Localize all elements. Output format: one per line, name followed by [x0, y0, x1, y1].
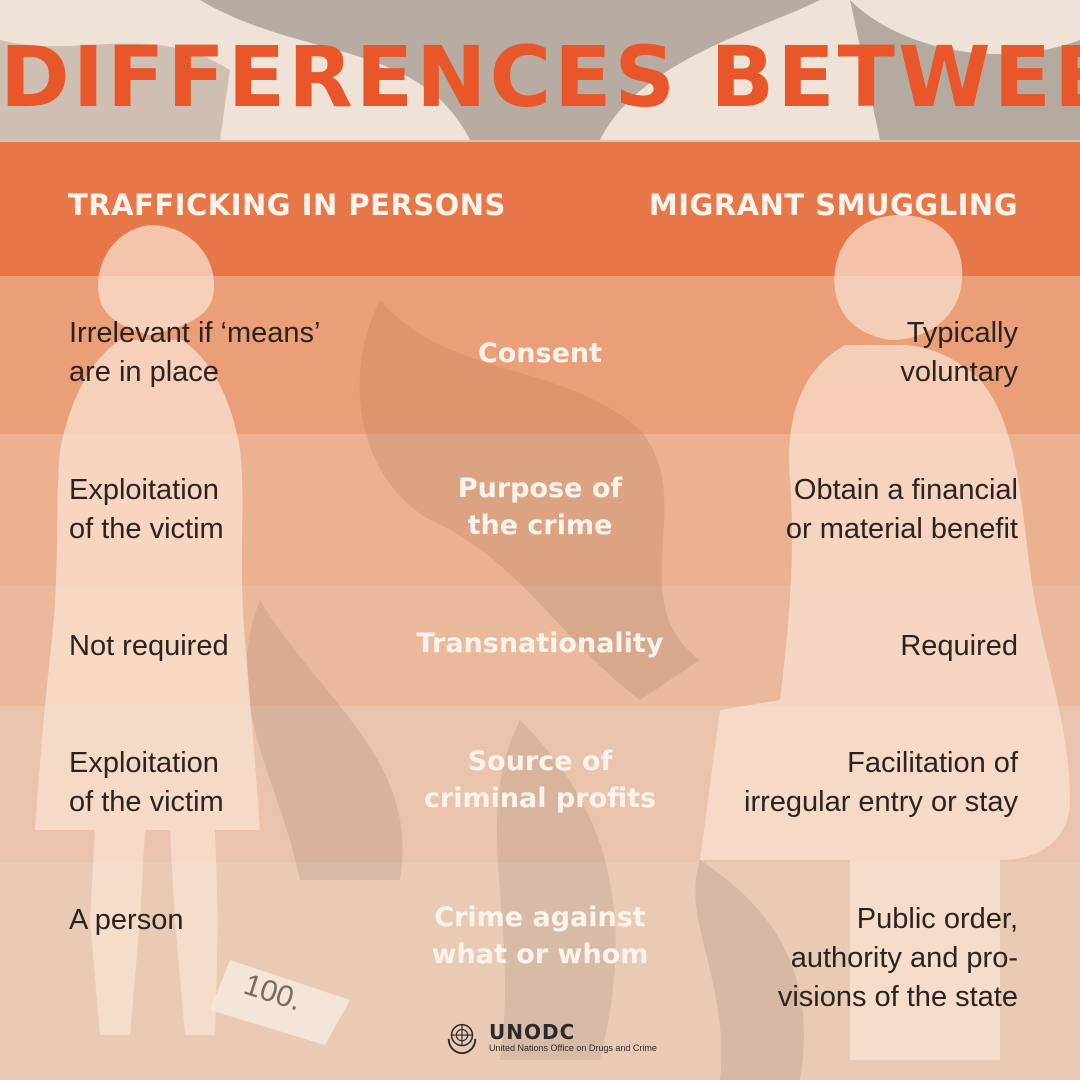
page-title: DIFFERENCES BETWEEN [0, 28, 1080, 126]
row-crime-against-trafficking: A person [69, 904, 184, 936]
row-crime-against-criterion: Crime against what or whom [431, 902, 649, 970]
row-source-criterion: Source of criminal profits [423, 746, 657, 814]
row-source-trafficking: Exploitation of the victim [69, 747, 224, 818]
logo-name: UNODC [489, 1019, 576, 1044]
row-consent-trafficking: Irrelevant if ‘means’ are in place [69, 317, 321, 388]
row-transnationality-trafficking: Not required [69, 630, 229, 662]
row-purpose-smuggling: Obtain a financial or material benefit [785, 474, 1018, 545]
row-source-smuggling: Facilitation of irregular entry or stay [744, 747, 1018, 818]
un-emblem-icon [447, 1023, 477, 1055]
row-purpose-trafficking: Exploitation of the victim [69, 474, 224, 545]
column-header-trafficking: TRAFFICKING IN PERSONS [68, 188, 506, 222]
row-purpose-criterion: Purpose of the crime [457, 473, 623, 541]
row-transnationality-smuggling: Required [900, 630, 1018, 662]
price-tag [210, 960, 350, 1045]
column-header-smuggling: MIGRANT SMUGGLING [648, 188, 1018, 222]
row-consent-smuggling: Typically voluntary [900, 317, 1018, 388]
row-crime-against-smuggling: Public order, authority and pro- visions… [777, 903, 1018, 1013]
logo-subtitle: United Nations Office on Drugs and Crime [489, 1042, 657, 1053]
unodc-logo: UNODC United Nations Office on Drugs and… [443, 1018, 657, 1056]
row-transnationality-criterion: Transnationality [416, 628, 664, 659]
girl-silhouette [35, 225, 260, 1035]
row-consent-criterion: Consent [477, 338, 603, 369]
boy-silhouette [700, 215, 1070, 1060]
